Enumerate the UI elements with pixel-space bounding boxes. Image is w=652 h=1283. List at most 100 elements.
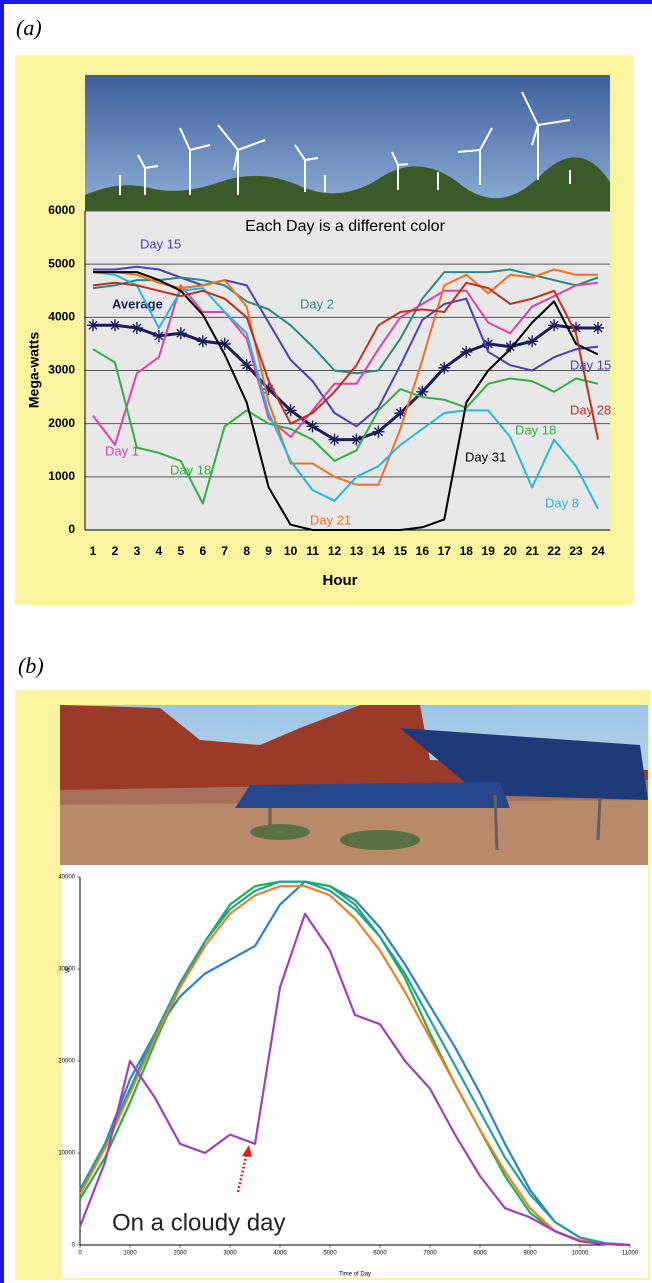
series-line bbox=[93, 268, 598, 486]
x-tick-label: 8000 bbox=[473, 1251, 487, 1257]
series-line bbox=[93, 271, 599, 531]
x-tick-label: 3000 bbox=[223, 1251, 237, 1257]
star-marker bbox=[416, 385, 429, 398]
series-label: Day 21 bbox=[310, 512, 351, 527]
y-tick-label: 30000 bbox=[58, 967, 75, 973]
x-tick-label: 24 bbox=[591, 544, 605, 558]
x-tick-label: 18 bbox=[460, 544, 474, 558]
star-marker bbox=[526, 335, 539, 348]
x-tick-label: 23 bbox=[569, 544, 583, 558]
annotation-arrow bbox=[236, 1151, 249, 1193]
star-marker bbox=[218, 337, 231, 350]
y-tick-label: 3000 bbox=[48, 363, 75, 377]
x-axis-label: Time of Day bbox=[339, 1272, 371, 1278]
star-marker bbox=[196, 335, 209, 348]
star-marker bbox=[482, 337, 495, 350]
x-tick-label: 20 bbox=[503, 544, 517, 558]
series-label: Day 18 bbox=[515, 422, 556, 437]
x-tick-label: 6 bbox=[199, 544, 206, 558]
series-line bbox=[78, 912, 631, 1247]
y-axis-label: Mega-watts bbox=[26, 332, 42, 408]
star-marker bbox=[328, 433, 341, 446]
y-tick-label: 4000 bbox=[48, 310, 75, 324]
star-marker bbox=[548, 319, 561, 332]
series-label: Day 28 bbox=[570, 402, 611, 417]
x-tick-label: 1000 bbox=[123, 1251, 137, 1257]
series-line bbox=[92, 348, 599, 505]
panel-label: (a) bbox=[16, 15, 42, 40]
x-tick-label: 21 bbox=[525, 544, 539, 558]
x-tick-label: 13 bbox=[350, 544, 364, 558]
star-marker bbox=[438, 361, 451, 374]
x-tick-label: 6000 bbox=[373, 1251, 387, 1257]
x-tick-label: 4 bbox=[156, 544, 163, 558]
star-marker bbox=[152, 329, 165, 342]
series-label: Day 8 bbox=[545, 495, 579, 510]
series-label: Day 31 bbox=[465, 449, 506, 464]
series-line bbox=[92, 271, 599, 510]
x-tick-label: 14 bbox=[372, 544, 386, 558]
star-marker bbox=[394, 407, 407, 420]
x-tick-label: 4000 bbox=[273, 1251, 287, 1257]
annotation: On a cloudy day bbox=[112, 1209, 285, 1236]
x-tick-label: 19 bbox=[482, 544, 496, 558]
y-tick-label: 0 bbox=[72, 1243, 76, 1249]
x-tick-label: 2 bbox=[112, 544, 119, 558]
star-marker bbox=[108, 319, 121, 332]
star-marker bbox=[592, 321, 604, 334]
x-tick-label: 8 bbox=[243, 544, 250, 558]
panel-label: (b) bbox=[18, 653, 44, 678]
frame-top bbox=[0, 0, 652, 4]
annotation-arrowhead bbox=[242, 1145, 252, 1157]
x-tick-label: 3 bbox=[134, 544, 141, 558]
x-tick-label: 11000 bbox=[622, 1251, 639, 1257]
solar-photo bbox=[60, 705, 648, 865]
series-line bbox=[93, 265, 599, 428]
x-tick-label: 17 bbox=[438, 544, 452, 558]
x-tick-label: 11 bbox=[306, 544, 319, 558]
star-marker bbox=[460, 345, 473, 358]
y-tick-label: 1000 bbox=[48, 469, 75, 483]
star-marker bbox=[350, 433, 363, 446]
y-tick-label: 5000 bbox=[48, 256, 75, 270]
series-label: Average bbox=[112, 296, 163, 311]
y-tick-label: 2000 bbox=[48, 416, 75, 430]
x-tick-label: 7 bbox=[221, 544, 228, 558]
y-tick-label: 10000 bbox=[58, 1151, 75, 1157]
series-label: Day 15 bbox=[140, 236, 181, 251]
series-label: Day 1 bbox=[105, 443, 139, 458]
series-line bbox=[79, 880, 631, 1247]
x-tick-label: 9 bbox=[265, 544, 272, 558]
x-tick-label: 5000 bbox=[323, 1251, 337, 1257]
x-tick-label: 12 bbox=[328, 544, 342, 558]
series-label: Day 15 bbox=[570, 357, 611, 372]
x-tick-label: 1 bbox=[90, 544, 97, 558]
star-marker bbox=[130, 321, 143, 334]
star-marker bbox=[87, 319, 99, 332]
series-label: Day 18 bbox=[170, 462, 211, 477]
x-tick-label: 22 bbox=[547, 544, 561, 558]
x-tick-label: 7000 bbox=[423, 1251, 437, 1257]
x-tick-label: 15 bbox=[394, 544, 408, 558]
star-marker bbox=[174, 327, 187, 340]
x-tick-label: 16 bbox=[416, 544, 430, 558]
plot-area bbox=[62, 865, 648, 1278]
chart-title: Each Day is a different color bbox=[245, 218, 445, 235]
star-marker bbox=[240, 359, 253, 372]
x-axis-label: Hour bbox=[323, 572, 358, 589]
x-tick-label: 9000 bbox=[523, 1251, 537, 1257]
x-tick-label: 10 bbox=[284, 544, 298, 558]
frame-left bbox=[0, 0, 4, 1283]
star-marker bbox=[262, 383, 275, 396]
x-tick-label: 10000 bbox=[572, 1251, 589, 1257]
y-tick-label: 20000 bbox=[58, 1059, 75, 1065]
y-axis-label: W bbox=[66, 967, 72, 973]
star-marker bbox=[284, 404, 297, 417]
y-tick-label: 0 bbox=[68, 522, 75, 536]
series-label: Day 2 bbox=[300, 296, 334, 311]
star-marker bbox=[372, 425, 385, 438]
series-line bbox=[92, 268, 599, 375]
series-line bbox=[92, 281, 599, 440]
star-marker bbox=[570, 321, 583, 334]
